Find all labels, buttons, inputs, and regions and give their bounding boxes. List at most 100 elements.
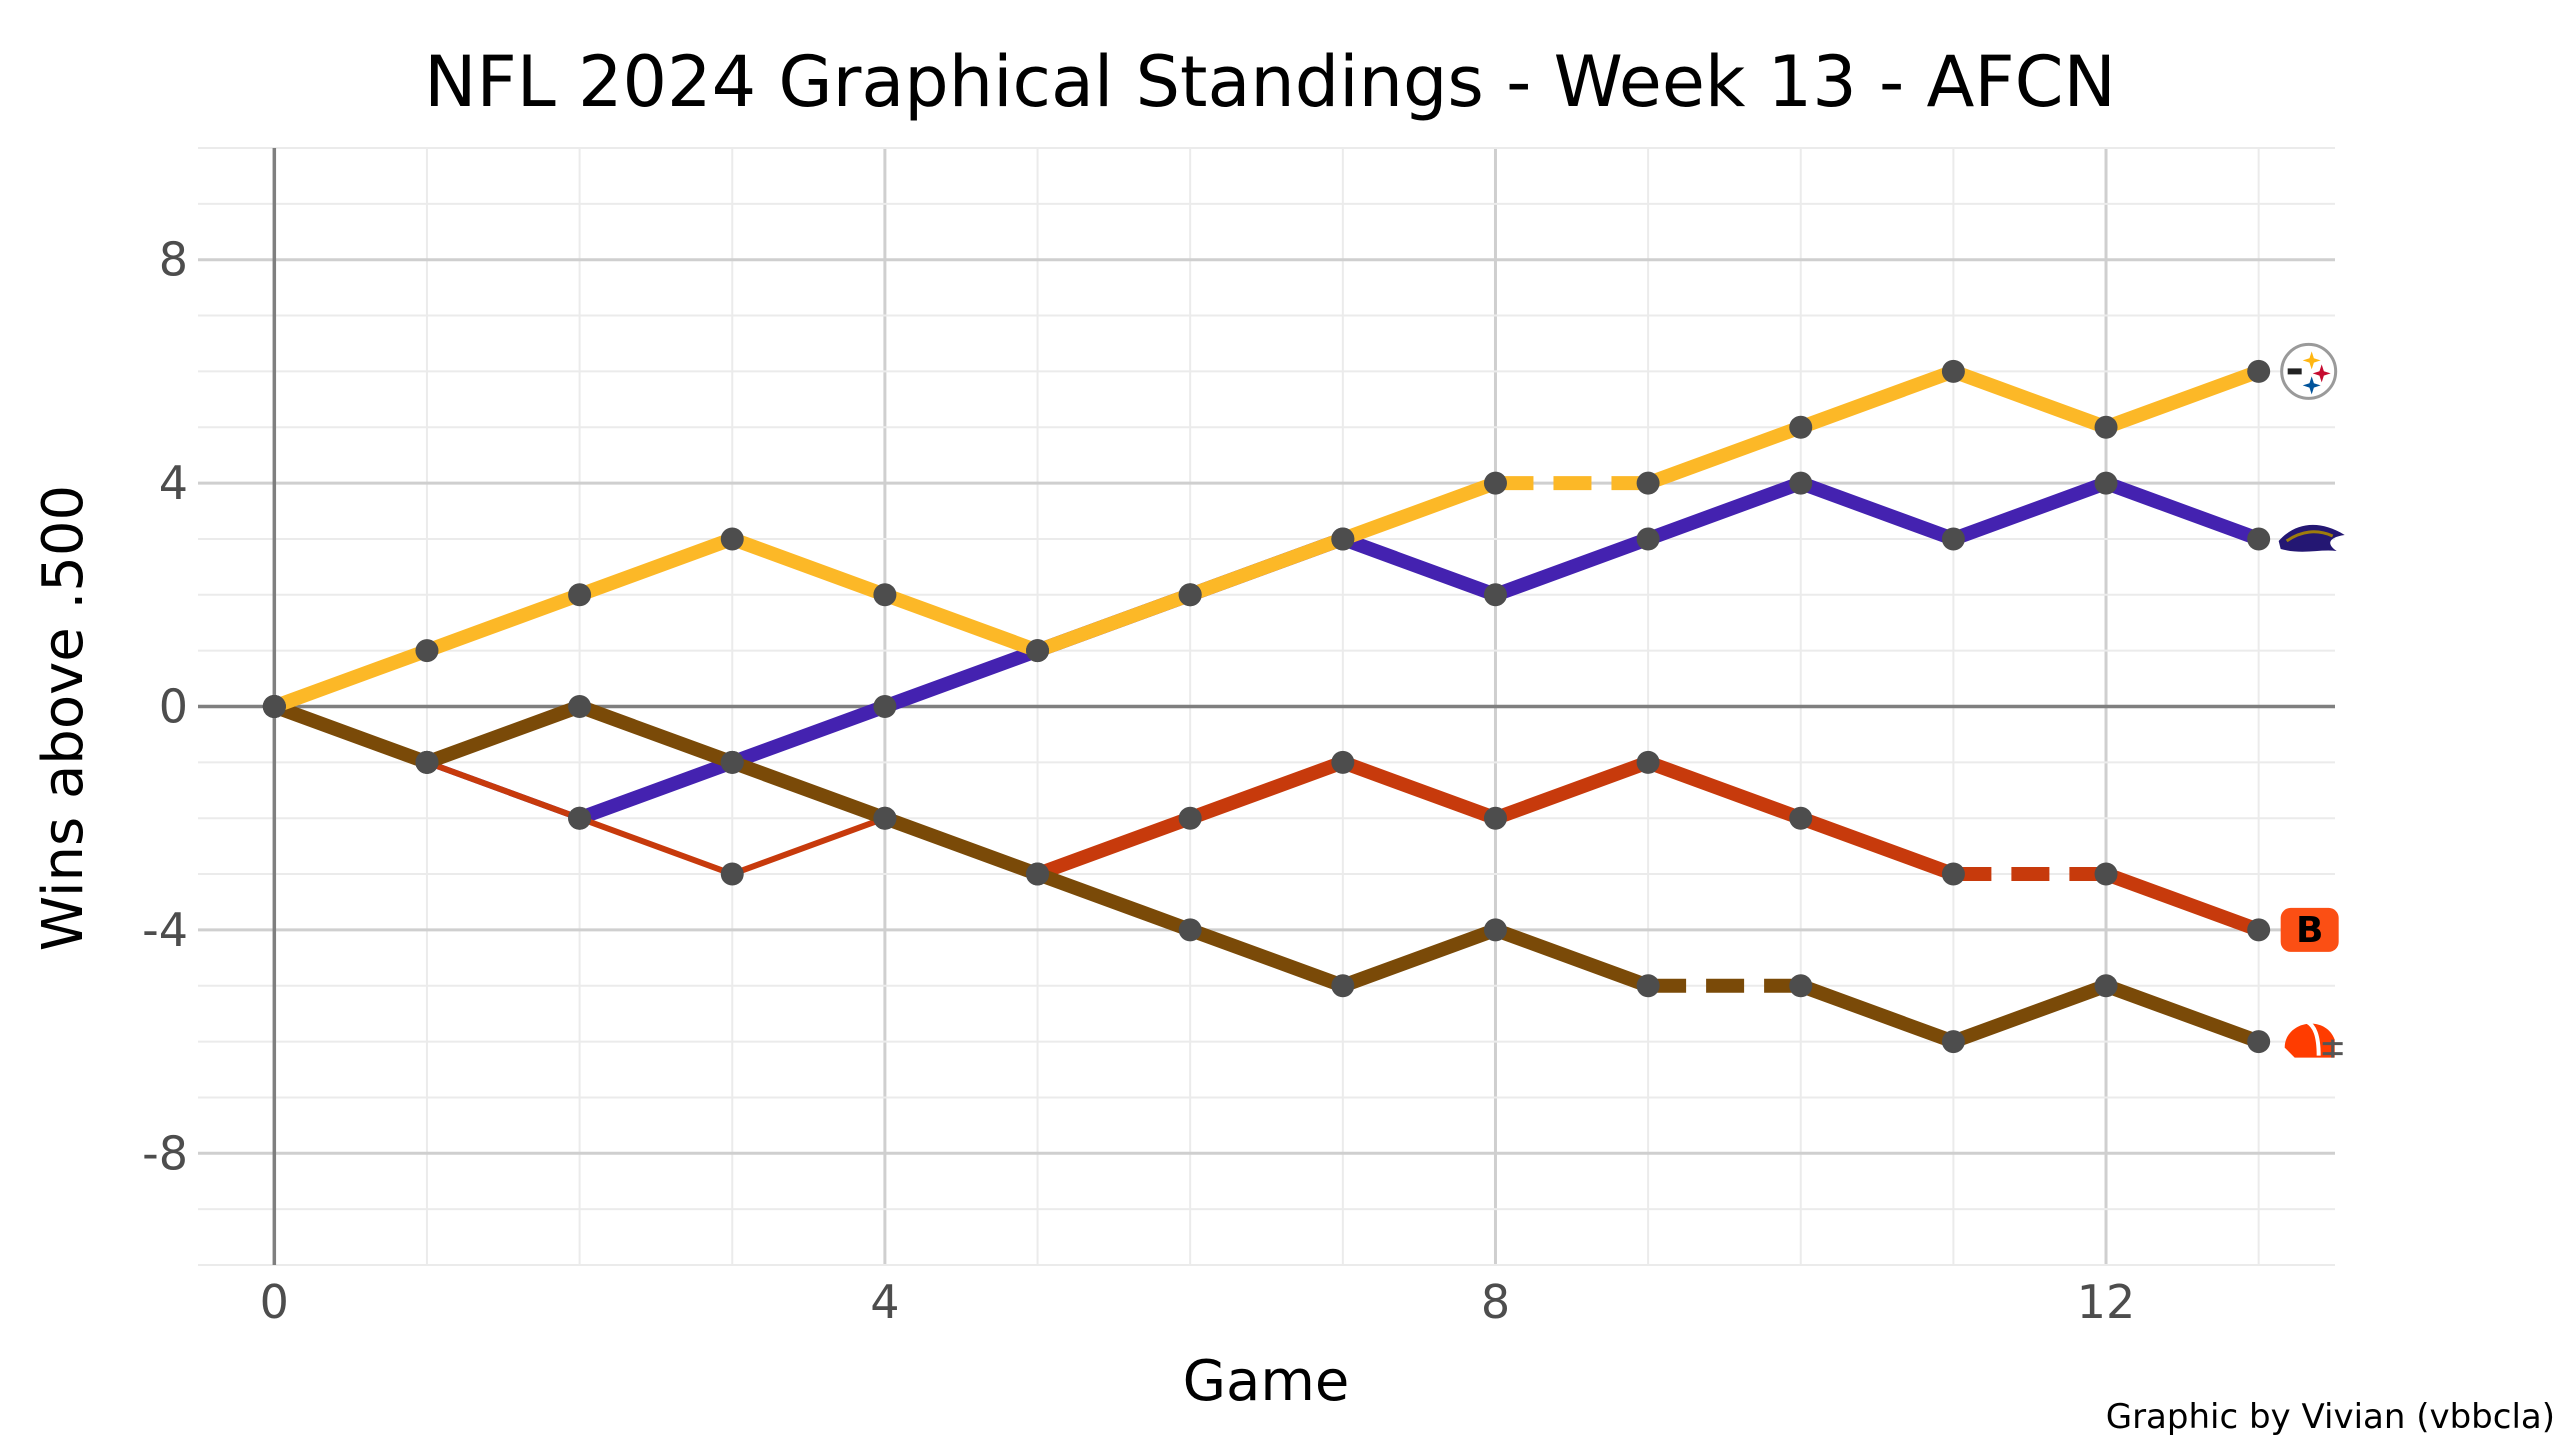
steelers-logo-icon (2280, 342, 2338, 400)
data-point (2247, 359, 2271, 383)
data-point (1941, 527, 1965, 551)
series-segment (1641, 420, 1808, 491)
series-segment (572, 755, 740, 826)
series-segment (1946, 978, 2114, 1049)
data-point (1331, 527, 1355, 551)
x-tick-label: 8 (1481, 1275, 1510, 1329)
data-point (2094, 974, 2118, 998)
ravens-logo-icon (2278, 524, 2345, 552)
series-segment (877, 643, 1045, 714)
series-steelers (267, 364, 2266, 714)
logo-raven-accent (2285, 530, 2334, 543)
series-segment (1488, 531, 1656, 602)
data-point (262, 695, 286, 718)
logo-wordmark (2287, 368, 2302, 375)
points-layer (262, 359, 2271, 1054)
data-point (1636, 750, 1660, 774)
series-segment (725, 755, 892, 826)
series-segment (2099, 364, 2266, 435)
data-point (1483, 583, 1507, 607)
series-segment (2099, 476, 2266, 546)
data-point (568, 695, 592, 718)
data-point (1636, 974, 1660, 998)
data-point (1789, 974, 1813, 998)
series-segment (423, 759, 583, 822)
data-point (1636, 527, 1660, 551)
tick-labels: 0 4 8 12 -8 -4 0 4 8 (142, 233, 2135, 1329)
series-segment (1335, 922, 1503, 993)
data-point (1331, 974, 1355, 998)
data-point (1178, 583, 1202, 607)
series-segment (1793, 811, 1961, 882)
y-tick-label: 0 (159, 680, 188, 734)
data-point (720, 862, 744, 886)
series-segment (1030, 867, 1198, 937)
logo-hypocycloid (2302, 376, 2321, 395)
data-point (2094, 415, 2118, 439)
series-segment (1183, 531, 1350, 602)
series-segment (1793, 364, 1961, 435)
chart-title: NFL 2024 Graphical Standings - Week 13 -… (424, 41, 2116, 123)
data-point (720, 527, 744, 551)
series-segment (572, 531, 740, 602)
series-segment (1183, 922, 1350, 993)
series-segment (576, 815, 736, 878)
data-point (1331, 750, 1355, 774)
data-point (1789, 415, 1813, 439)
series-segment (1335, 755, 1503, 826)
data-point (415, 750, 439, 774)
credit-caption: Graphic by Vivian (vbbcla) (2106, 1397, 2555, 1437)
series-segment (1335, 476, 1503, 546)
x-tick-label: 0 (260, 1275, 289, 1329)
series-segment (267, 699, 434, 770)
series-segment (419, 699, 587, 770)
series-segment (1793, 476, 1961, 546)
logo-bengals-block (2280, 907, 2339, 952)
data-point (1483, 471, 1507, 495)
data-point (415, 639, 439, 663)
series-layer (267, 364, 2266, 1049)
y-tick-label: -4 (142, 903, 188, 957)
series-segment (1335, 531, 1503, 602)
logo-helmet-stripe (2305, 1019, 2321, 1056)
series-segment (1946, 476, 2114, 546)
series-segment (877, 587, 1045, 658)
series-segment (1488, 922, 1656, 993)
series-segment (419, 587, 587, 658)
y-tick-label: 4 (159, 456, 188, 510)
series-segment (1183, 755, 1350, 826)
x-axis-title: Game (1183, 1349, 1350, 1414)
series-segment (2099, 867, 2266, 937)
series-segment (1793, 978, 1961, 1049)
data-point (2247, 527, 2271, 551)
data-point (1941, 359, 1965, 383)
logo-bengals-letters: B (2296, 910, 2323, 951)
logo-helmet-shell (2284, 1023, 2335, 1058)
data-point (1178, 806, 1202, 830)
series-segment (1946, 364, 2114, 435)
data-point (1483, 806, 1507, 830)
data-point (873, 583, 897, 607)
bengals-logo-icon: B (2280, 907, 2339, 952)
data-point (568, 806, 592, 830)
data-point (1789, 471, 1813, 495)
y-tick-label: -8 (142, 1126, 188, 1180)
series-segment (1488, 755, 1656, 826)
data-point (1789, 806, 1813, 830)
y-tick-label: 8 (159, 233, 188, 287)
data-point (1026, 639, 1050, 663)
series-segment (729, 815, 888, 878)
data-point (2094, 862, 2118, 886)
series-segment (877, 811, 1045, 882)
logo-hypocycloid (2312, 364, 2331, 383)
y-axis-title: Wins above .500 (31, 485, 96, 951)
series-segment (725, 699, 892, 770)
series-segment (1641, 476, 1808, 546)
logo-ring (2280, 342, 2338, 400)
logo-helmet-facemask (2322, 1039, 2343, 1058)
series-segment (1641, 755, 1808, 826)
x-tick-label: 12 (2077, 1275, 2136, 1329)
data-point (1483, 918, 1507, 942)
series-segment (2099, 978, 2266, 1049)
